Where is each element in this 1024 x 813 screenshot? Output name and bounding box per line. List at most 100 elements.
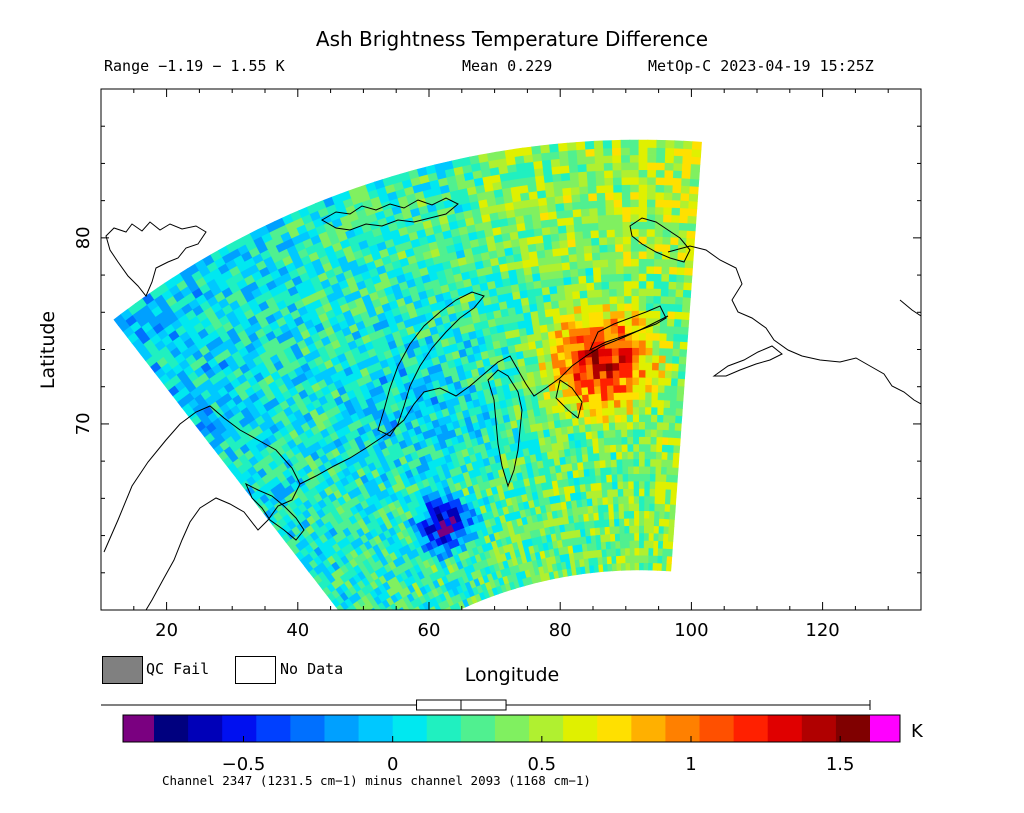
swath-pixel bbox=[556, 209, 566, 219]
swath-pixel bbox=[380, 646, 388, 655]
swath-pixel bbox=[582, 401, 591, 410]
swath-pixel bbox=[559, 306, 568, 316]
swath-pixel bbox=[578, 170, 588, 180]
swath-pixel bbox=[587, 177, 597, 187]
swath-pixel bbox=[524, 273, 534, 283]
swath-pixel bbox=[620, 406, 628, 415]
swath-pixel bbox=[540, 278, 550, 288]
swath-pixel bbox=[619, 377, 627, 386]
swath-pixel bbox=[585, 148, 596, 157]
swath-pixel bbox=[644, 428, 652, 438]
swath-pixel bbox=[551, 359, 560, 369]
swath-pixel bbox=[540, 144, 551, 154]
swath-pixel bbox=[638, 280, 647, 289]
swath-pixel bbox=[625, 339, 633, 349]
swath-pixel bbox=[596, 415, 604, 424]
swath-pixel bbox=[622, 221, 632, 230]
swath-pixel bbox=[570, 350, 580, 359]
swath-pixel bbox=[659, 510, 666, 520]
swath-pixel bbox=[626, 391, 634, 400]
swath-pixel bbox=[627, 458, 635, 467]
swath-pixel bbox=[638, 376, 647, 386]
x-tick-label: 20 bbox=[155, 620, 178, 641]
swath-pixel bbox=[530, 205, 541, 215]
swath-pixel bbox=[648, 554, 654, 564]
swath-pixel bbox=[362, 613, 370, 622]
swath-pixel bbox=[531, 145, 542, 155]
swath-pixel bbox=[628, 480, 635, 489]
swath-pixel bbox=[584, 475, 592, 485]
swath-pixel bbox=[606, 555, 613, 565]
swath-pixel bbox=[656, 421, 664, 430]
swath-pixel bbox=[560, 254, 570, 264]
x-tick-label: 100 bbox=[674, 620, 708, 641]
swath-pixel bbox=[602, 414, 610, 424]
swath-pixel bbox=[395, 635, 403, 644]
swath-pixel bbox=[656, 443, 663, 453]
swath-pixel bbox=[572, 290, 581, 300]
swath-pixel bbox=[604, 347, 613, 357]
swath-pixel bbox=[662, 429, 670, 438]
swath-pixel bbox=[686, 230, 696, 239]
swath-pixel bbox=[638, 287, 647, 297]
swath-pixel bbox=[345, 616, 354, 625]
swath-pixel bbox=[367, 628, 375, 637]
swath-pixel bbox=[600, 266, 610, 275]
swath-pixel bbox=[647, 176, 657, 185]
swath-pixel bbox=[604, 533, 612, 542]
swath-pixel bbox=[647, 154, 657, 163]
swath-pixel bbox=[563, 395, 571, 405]
swath-pixel bbox=[661, 562, 668, 572]
swath-pixel bbox=[639, 510, 645, 519]
swath-pixel bbox=[638, 169, 648, 178]
swath-pixel bbox=[627, 465, 635, 475]
swath-pixel bbox=[596, 184, 606, 194]
swath-pixel bbox=[536, 301, 546, 311]
swath-pixel bbox=[639, 517, 645, 526]
swath-pixel bbox=[555, 202, 566, 212]
swath-pixel bbox=[603, 511, 610, 520]
swath-pixel bbox=[667, 303, 676, 312]
swath-pixel bbox=[578, 178, 589, 188]
swath-pixel bbox=[644, 488, 651, 497]
swath-pixel bbox=[690, 163, 701, 173]
x-axis-title: Longitude bbox=[464, 664, 560, 686]
swath-pixel bbox=[552, 367, 561, 377]
swath-pixel bbox=[556, 217, 567, 227]
swath-pixel bbox=[560, 164, 571, 174]
swath-pixel bbox=[638, 191, 648, 200]
swath-pixel bbox=[588, 200, 599, 209]
swath-pixel bbox=[629, 161, 640, 170]
swath-pixel bbox=[378, 611, 386, 620]
swath-pixel bbox=[622, 465, 629, 475]
swath-pixel bbox=[608, 280, 618, 290]
swath-pixel bbox=[582, 460, 590, 470]
swath-pixel bbox=[623, 250, 632, 260]
swath-pixel bbox=[614, 236, 624, 245]
swath-pixel bbox=[655, 162, 666, 171]
range-text: Range −1.19 − 1.55 K bbox=[104, 57, 285, 75]
swath-pixel bbox=[597, 437, 605, 446]
swath-pixel bbox=[676, 392, 684, 402]
swath-pixel bbox=[547, 270, 557, 280]
colorbar-segment bbox=[699, 715, 735, 742]
colorbar-segment bbox=[290, 715, 326, 742]
swath-pixel bbox=[652, 562, 659, 571]
swath-pixel bbox=[679, 214, 689, 224]
swath-pixel bbox=[666, 466, 674, 475]
swath-pixel bbox=[616, 458, 623, 468]
swath-pixel bbox=[644, 465, 651, 475]
swath-pixel bbox=[646, 250, 656, 260]
swath-pixel bbox=[605, 540, 612, 550]
swath-pixel bbox=[683, 140, 694, 150]
swath-pixel bbox=[623, 495, 630, 504]
swath-pixel bbox=[639, 502, 645, 512]
swath-pixel bbox=[628, 473, 635, 482]
swath-pixel bbox=[585, 267, 594, 276]
swath-pixel bbox=[667, 451, 674, 461]
swath-pixel bbox=[646, 295, 655, 304]
swath-pixel bbox=[614, 421, 622, 431]
swath-pixel bbox=[603, 162, 614, 171]
swath-pixel bbox=[559, 157, 570, 167]
swath-pixel bbox=[603, 318, 612, 327]
